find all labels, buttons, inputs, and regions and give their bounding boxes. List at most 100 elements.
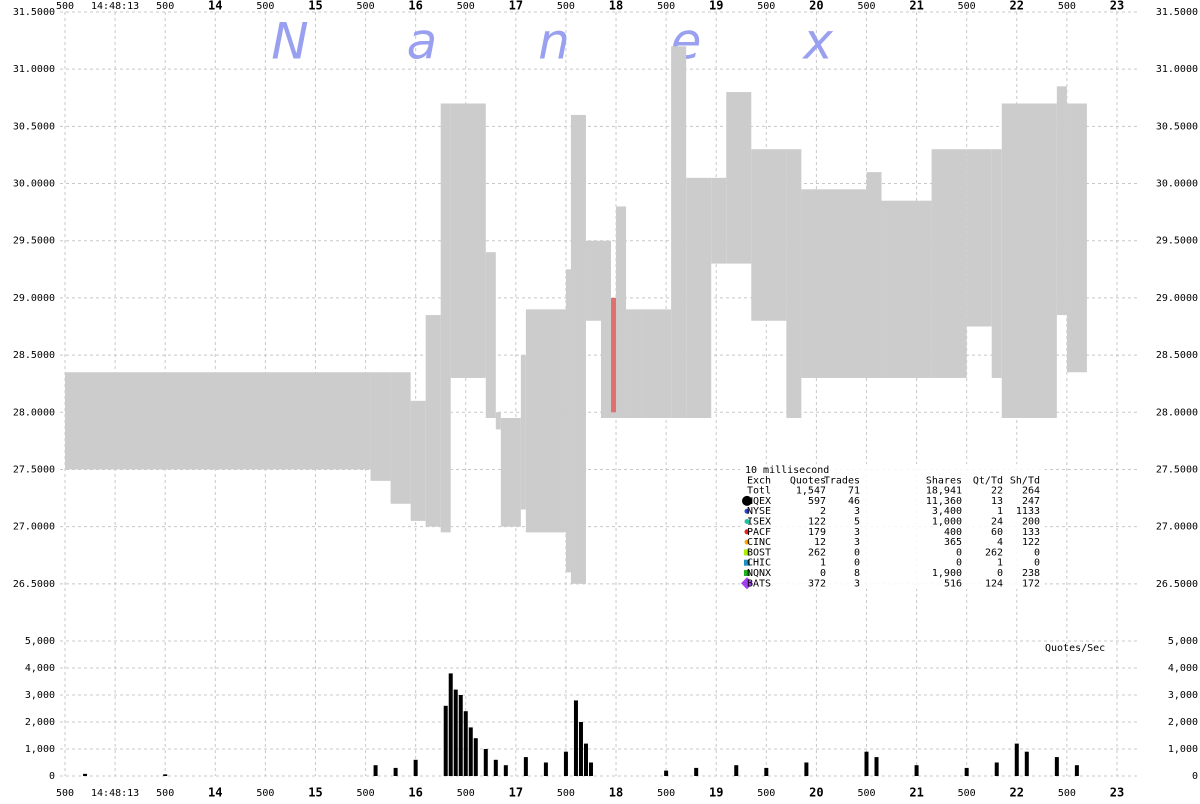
bar xyxy=(1014,743,1019,776)
y-tick-label-right: 29.0000 xyxy=(1156,293,1198,304)
nbbo-band xyxy=(1001,103,1057,418)
x-tick-label: 14 xyxy=(208,786,222,800)
nbbo-band xyxy=(570,114,586,584)
nbbo-band xyxy=(500,417,521,527)
table-cell: 1,900 xyxy=(932,568,962,579)
legend-label: Totl xyxy=(747,486,771,497)
table-cell: 262 xyxy=(808,547,826,558)
nbbo-band xyxy=(450,103,486,378)
bar xyxy=(413,759,418,776)
nbbo-band xyxy=(866,172,882,378)
bar xyxy=(473,738,478,776)
table-header: Shares xyxy=(926,475,962,486)
table-cell: 372 xyxy=(808,578,826,589)
table-bg xyxy=(740,464,1045,589)
x-tick-label: 14:48:13 xyxy=(91,1,139,12)
table-cell: 597 xyxy=(808,496,826,507)
legend-label: BOST xyxy=(747,547,771,558)
table-cell: 0 xyxy=(997,568,1003,579)
watermark-letter: x xyxy=(801,13,833,71)
table-cell: 8 xyxy=(854,568,860,579)
x-tick-label: 14:48:13 xyxy=(91,788,139,799)
y-tick-label-right: 3,000 xyxy=(1168,690,1198,701)
table-caption: 10 millisecond xyxy=(745,465,829,476)
y-tick-label: 26.5000 xyxy=(13,579,55,590)
watermark-letter: n xyxy=(538,13,570,71)
bar xyxy=(588,762,593,776)
x-tick-label: 22 xyxy=(1010,0,1024,13)
y-tick-label: 29.0000 xyxy=(13,293,55,304)
legend-label: NQEX xyxy=(747,496,771,507)
table-cell: 3 xyxy=(854,527,860,538)
y-tick-label: 30.5000 xyxy=(13,121,55,132)
table-cell: 3 xyxy=(854,578,860,589)
bar xyxy=(443,705,448,776)
table-cell: 0 xyxy=(820,568,826,579)
x-tick-label: 500 xyxy=(657,1,675,12)
bar xyxy=(914,765,919,776)
bar xyxy=(463,711,468,776)
table-cell: 122 xyxy=(1022,537,1040,548)
legend-marker xyxy=(744,559,750,566)
y-tick-label: 5,000 xyxy=(25,636,55,647)
table-cell: 0 xyxy=(854,558,860,569)
bar xyxy=(573,700,578,776)
nbbo-band xyxy=(565,269,571,573)
bar xyxy=(1074,765,1079,776)
table-cell: 3,400 xyxy=(932,506,962,517)
x-tick-label: 500 xyxy=(557,788,575,799)
nbbo-band xyxy=(641,309,672,418)
y-tick-label: 30.0000 xyxy=(13,179,55,190)
table-cell: 4 xyxy=(997,537,1003,548)
x-tick-label: 18 xyxy=(609,786,623,800)
table-cell: 1,000 xyxy=(932,517,962,528)
nbbo-band xyxy=(425,315,441,527)
y-tick-label-right: 29.5000 xyxy=(1156,236,1198,247)
y-tick-label-right: 31.5000 xyxy=(1156,7,1198,18)
x-tick-label: 20 xyxy=(809,0,823,13)
legend-label: ISEX xyxy=(747,517,771,528)
legend-marker xyxy=(742,495,752,506)
table-header: Exch xyxy=(747,475,771,486)
bar xyxy=(448,673,453,776)
bar xyxy=(483,749,488,776)
legend-label: CHIC xyxy=(747,558,771,569)
legend-marker xyxy=(741,577,753,590)
x-tick-label: 18 xyxy=(609,0,623,13)
legend-marker xyxy=(744,529,750,535)
bar xyxy=(994,762,999,776)
table-header: Quotes xyxy=(790,475,826,486)
bar xyxy=(458,695,463,776)
table-cell: 238 xyxy=(1022,568,1040,579)
nbbo-band xyxy=(495,412,501,430)
y-tick-label-right: 28.0000 xyxy=(1156,407,1198,418)
bar xyxy=(874,757,879,776)
y-tick-label-right: 30.5000 xyxy=(1156,121,1198,132)
table-cell: 11,360 xyxy=(926,496,962,507)
y-tick-label: 3,000 xyxy=(25,690,55,701)
table-cell: 1 xyxy=(820,558,826,569)
bar xyxy=(468,727,473,776)
table-cell: 124 xyxy=(985,578,1003,589)
y-tick-label-right: 0 xyxy=(1192,771,1198,782)
table-cell: 262 xyxy=(985,547,1003,558)
nbbo-band xyxy=(801,189,867,378)
legend-label: CINC xyxy=(747,537,771,548)
x-tick-label: 500 xyxy=(857,788,875,799)
table-cell: 0 xyxy=(956,558,962,569)
y-tick-label: 28.5000 xyxy=(13,350,55,361)
x-tick-label: 15 xyxy=(308,786,322,800)
x-tick-label: 20 xyxy=(809,786,823,800)
x-tick-label: 500 xyxy=(958,1,976,12)
x-tick-label: 500 xyxy=(857,1,875,12)
x-tick-label: 500 xyxy=(156,1,174,12)
nbbo-band xyxy=(440,103,451,533)
nbbo-band xyxy=(410,400,426,521)
y-tick-label: 27.0000 xyxy=(13,522,55,533)
bar xyxy=(864,751,869,776)
bar xyxy=(578,722,583,776)
bar xyxy=(503,765,508,776)
y-tick-label-right: 26.5000 xyxy=(1156,579,1198,590)
table-cell: 18,941 xyxy=(926,486,962,497)
